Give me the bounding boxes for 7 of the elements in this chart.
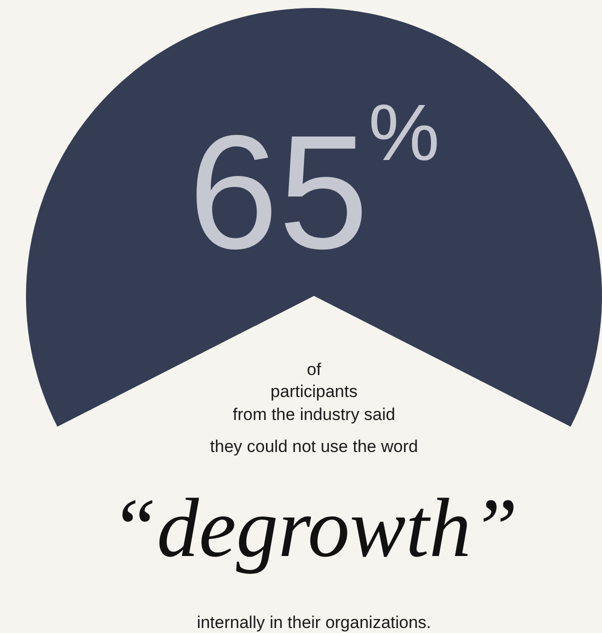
text: “degrowth”	[110, 482, 518, 575]
text: from the industry said	[232, 405, 396, 424]
text: they could not use the word	[210, 437, 418, 456]
text: of	[306, 360, 322, 379]
text: participants	[270, 382, 358, 401]
text: internally in their organizations.	[196, 613, 432, 632]
data-label: 65%	[188, 88, 440, 283]
